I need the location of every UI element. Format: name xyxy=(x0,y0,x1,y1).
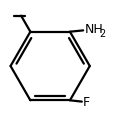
Text: F: F xyxy=(83,96,90,109)
Text: NH: NH xyxy=(84,23,103,36)
Text: 2: 2 xyxy=(100,29,106,39)
